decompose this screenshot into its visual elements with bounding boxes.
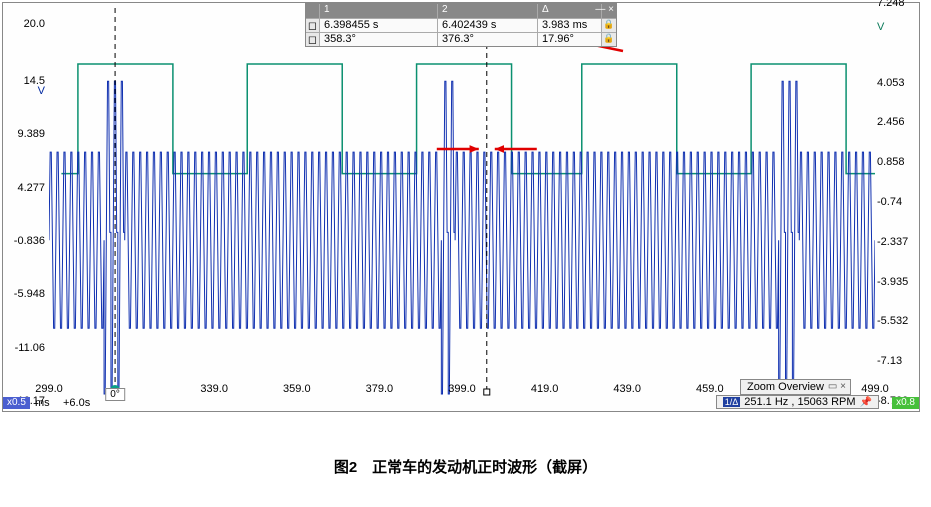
left-tick: 14.5 xyxy=(24,75,45,87)
left-y-axis: V 20.014.59.3894.277-0.836-5.948-11.06-1… xyxy=(3,3,49,401)
x-tick: 379.0 xyxy=(366,383,394,395)
left-tick: -5.948 xyxy=(14,288,45,300)
panel-header-2: 2 xyxy=(438,4,538,18)
delta-angle: 17.96° xyxy=(538,33,602,46)
right-tick: -7.13 xyxy=(877,355,902,367)
x-tick: 459.0 xyxy=(696,383,724,395)
x-tick: 419.0 xyxy=(531,383,559,395)
row-marker-icon: ◻ xyxy=(306,33,320,46)
panel-header-delta: Δ xyxy=(538,4,602,18)
panel-header-blank xyxy=(306,4,320,18)
right-tick: -0.74 xyxy=(877,196,902,208)
x-tick: 499.0 xyxy=(861,383,889,395)
right-tick: 4.053 xyxy=(877,77,905,89)
lock-icon[interactable]: 🔒 xyxy=(602,33,616,46)
waveform-plot[interactable]: 0°720° xyxy=(49,3,875,401)
lock-icon[interactable]: 🔒 xyxy=(602,19,616,32)
figure-caption: 图2 正常车的发动机正时波形（截屏） xyxy=(0,456,931,477)
cursor1-angle: 358.3° xyxy=(320,33,438,46)
cursor-measurement-panel[interactable]: 1 2 Δ — × ◻ 6.398455 s 6.402439 s 3.983 … xyxy=(305,3,617,47)
row-marker-icon: ◻ xyxy=(306,19,320,32)
zoom-overview-button[interactable]: Zoom Overview xyxy=(740,379,851,395)
left-tick: 20.0 xyxy=(24,18,45,30)
zoom-x-badge-left[interactable]: x0.5 xyxy=(3,397,30,409)
cursor2-time: 6.402439 s xyxy=(438,19,538,32)
right-tick: -2.337 xyxy=(877,236,908,248)
pin-icon[interactable]: 📌 xyxy=(860,397,872,408)
right-tick: 7.248 xyxy=(877,0,905,9)
x-tick: 439.0 xyxy=(613,383,641,395)
x-tick: 299.0 xyxy=(35,383,63,395)
left-tick: -11.06 xyxy=(15,342,45,354)
zoom-x-badge-right[interactable]: x0.8 xyxy=(892,397,919,409)
x-tick: 339.0 xyxy=(200,383,228,395)
frequency-readout[interactable]: 1/Δ 251.1 Hz , 15063 RPM 📌 xyxy=(716,395,879,409)
x-tick: 359.0 xyxy=(283,383,311,395)
right-tick: -5.532 xyxy=(877,315,908,327)
measure-row-time: ◻ 6.398455 s 6.402439 s 3.983 ms 🔒 xyxy=(306,18,616,32)
right-y-axis: V 7.248 4.053 2.456 0.858 -0.74 -2.337 -3.935 -… xyxy=(873,3,919,401)
oscilloscope-screenshot: V 20.014.59.3894.277-0.836-5.948-11.06-1… xyxy=(2,2,920,412)
panel-close-icon[interactable]: — × xyxy=(595,4,614,15)
freq-icon: 1/Δ xyxy=(723,397,741,407)
measure-row-angle: ◻ 358.3° 376.3° 17.96° 🔒 xyxy=(306,32,616,46)
right-axis-unit: V xyxy=(877,21,884,33)
delta-time: 3.983 ms xyxy=(538,19,602,32)
right-tick: -3.935 xyxy=(877,276,908,288)
cursor2-angle: 376.3° xyxy=(438,33,538,46)
x-axis-unit: ms xyxy=(35,397,50,409)
left-tick: -0.836 xyxy=(14,235,45,247)
freq-text: 251.1 Hz , 15063 RPM xyxy=(744,396,855,408)
left-tick: 4.277 xyxy=(17,182,45,194)
left-tick: 9.389 xyxy=(17,128,45,140)
x-tick: 399.0 xyxy=(448,383,476,395)
right-tick: 0.858 xyxy=(877,156,905,168)
panel-header-1: 1 xyxy=(320,4,438,18)
cursor1-time: 6.398455 s xyxy=(320,19,438,32)
x-axis-offset: +6.0s xyxy=(63,397,90,409)
right-tick: 2.456 xyxy=(877,116,905,128)
